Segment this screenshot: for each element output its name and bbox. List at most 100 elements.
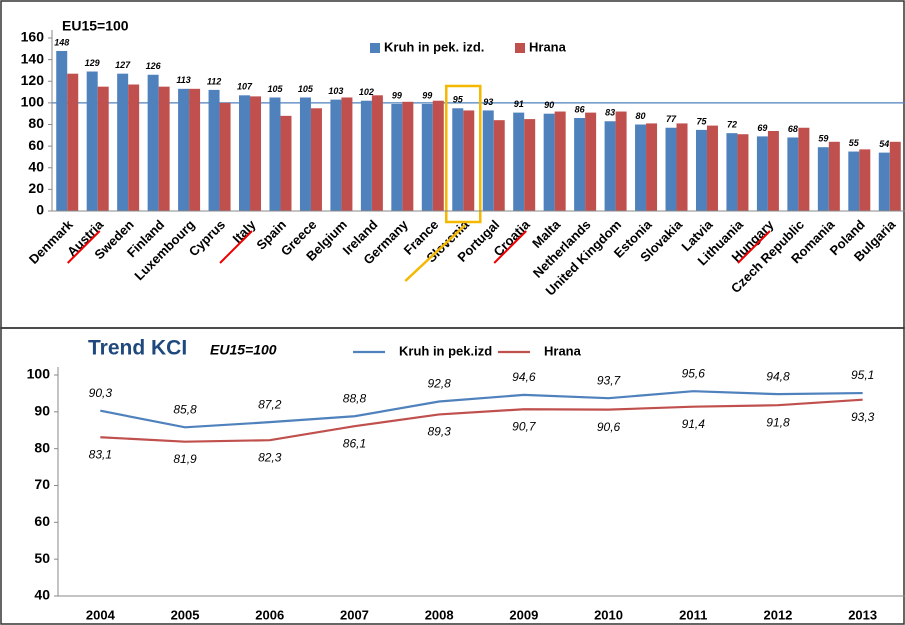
bar xyxy=(250,96,262,211)
data-label: 103 xyxy=(328,86,343,96)
underline xyxy=(493,230,527,264)
data-label: 86,1 xyxy=(343,436,366,450)
data-label: 95,1 xyxy=(851,368,874,382)
bar xyxy=(452,108,464,211)
data-label: 83,1 xyxy=(89,447,112,461)
data-label: 85,8 xyxy=(173,402,197,416)
data-label: 113 xyxy=(176,75,190,85)
data-label: 68 xyxy=(788,124,798,134)
bar xyxy=(97,86,109,211)
bar xyxy=(756,136,768,211)
bar xyxy=(828,141,840,211)
x-tick-label: 2005 xyxy=(171,607,200,622)
legend-label: Hrana xyxy=(544,343,582,358)
underline xyxy=(66,230,101,264)
data-label: 90 xyxy=(544,100,554,110)
y-tick-label: 80 xyxy=(34,439,50,455)
bar xyxy=(737,134,749,211)
data-label: 86 xyxy=(575,104,586,114)
legend-label: Kruh in pek. izd. xyxy=(384,39,484,54)
y-tick-label: 90 xyxy=(34,403,50,419)
data-label: 94,8 xyxy=(766,369,790,383)
bar xyxy=(128,84,140,211)
y-tick-label: 20 xyxy=(28,180,44,196)
data-label: 105 xyxy=(267,84,283,94)
bar xyxy=(482,110,494,211)
bar xyxy=(421,103,433,211)
y-tick-label: 70 xyxy=(34,476,50,492)
data-label: 129 xyxy=(85,58,100,68)
line xyxy=(100,390,863,429)
y-tick-label: 50 xyxy=(34,550,50,566)
y-tick-label: 40 xyxy=(34,587,50,603)
bar xyxy=(585,112,597,211)
x-tick-label: 2004 xyxy=(86,607,116,622)
data-label: 77 xyxy=(666,114,677,124)
bar xyxy=(848,151,860,211)
line xyxy=(100,398,863,443)
x-tick-label: 2012 xyxy=(763,607,792,622)
y-tick-label: 160 xyxy=(21,29,45,45)
x-tick-label: 2007 xyxy=(340,607,369,622)
bar xyxy=(360,100,372,211)
data-label: 94,6 xyxy=(512,370,536,384)
highlight-underline xyxy=(404,224,467,282)
chart-title: Trend KCI xyxy=(88,337,187,360)
data-label: 107 xyxy=(237,82,253,92)
bar xyxy=(615,111,627,211)
data-label: 90,3 xyxy=(89,386,113,400)
bar xyxy=(798,127,810,211)
bar xyxy=(432,100,444,211)
bar xyxy=(117,73,129,212)
bar xyxy=(543,113,555,211)
y-tick-label: 100 xyxy=(27,366,51,382)
bar xyxy=(269,97,281,211)
bar xyxy=(208,89,220,211)
bar xyxy=(646,123,658,211)
x-tick-label: 2010 xyxy=(594,607,623,622)
data-label: 80 xyxy=(636,111,646,121)
data-label: 55 xyxy=(849,138,860,148)
bar xyxy=(341,97,353,211)
bar xyxy=(299,97,311,211)
data-label: 93,3 xyxy=(851,410,875,424)
data-label: 91,4 xyxy=(682,417,706,431)
underline xyxy=(737,230,771,264)
annotation: EU15=100 xyxy=(62,18,129,34)
data-label: 82,3 xyxy=(258,450,282,464)
data-label: 90,6 xyxy=(597,420,621,434)
data-label: 72 xyxy=(727,120,737,130)
highlight-box xyxy=(445,84,482,224)
bar xyxy=(239,95,251,211)
bar xyxy=(524,119,536,211)
data-label: 95,6 xyxy=(682,366,706,380)
bar xyxy=(158,86,170,211)
x-tick-label: Denmark xyxy=(26,216,76,266)
data-label: 88,8 xyxy=(343,391,367,405)
data-label: 92,8 xyxy=(427,377,451,391)
data-label: 81,9 xyxy=(173,452,197,466)
legend-swatch xyxy=(515,43,525,53)
data-label: 91,8 xyxy=(766,415,790,429)
bar xyxy=(767,130,779,211)
y-tick-label: 40 xyxy=(28,158,44,174)
data-label: 148 xyxy=(54,37,69,47)
bar xyxy=(635,124,647,211)
bar xyxy=(189,88,201,211)
bar xyxy=(554,111,566,211)
data-label: 89,3 xyxy=(427,425,451,439)
bar xyxy=(402,101,414,211)
legend-label: Kruh in pek.izd xyxy=(399,343,492,358)
bar xyxy=(726,133,738,211)
data-label: 59 xyxy=(818,134,828,144)
data-label: 54 xyxy=(879,139,889,149)
data-label: 93,7 xyxy=(597,373,622,387)
bar xyxy=(604,121,616,211)
data-label: 75 xyxy=(696,116,707,126)
y-tick-label: 60 xyxy=(34,513,50,529)
bar xyxy=(787,137,799,211)
y-tick-label: 100 xyxy=(21,94,45,110)
bar xyxy=(280,115,292,211)
bar xyxy=(67,73,79,212)
